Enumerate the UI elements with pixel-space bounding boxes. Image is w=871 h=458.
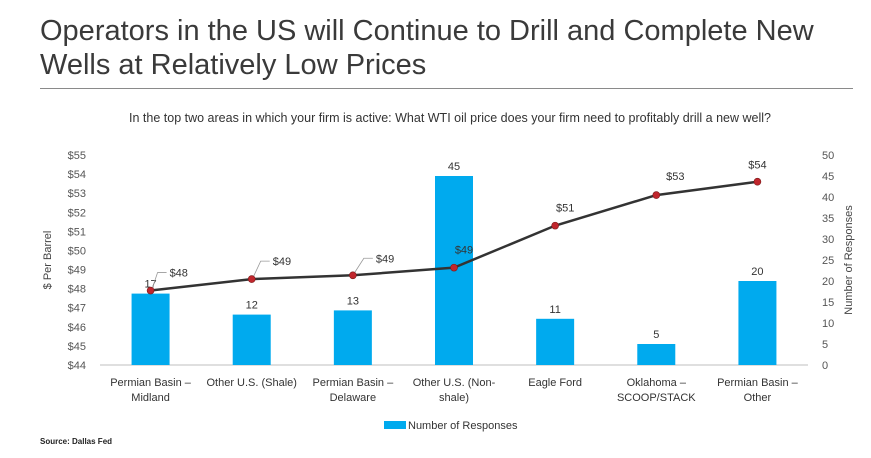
bar (232, 314, 271, 365)
category-label: Oklahoma – (627, 377, 687, 389)
category-label: Permian Basin – (312, 377, 394, 389)
right-axis-title: Number of Responses (843, 205, 855, 315)
bar-value-label: 45 (448, 161, 460, 173)
bar (536, 318, 575, 365)
left-axis-tick-label: $46 (68, 322, 86, 334)
left-axis-tick-label: $45 (68, 341, 86, 353)
label-leader-line (253, 260, 270, 277)
left-axis-tick-label: $52 (68, 207, 86, 219)
category-label: SCOOP/STACK (617, 392, 696, 404)
left-axis-tick-label: $54 (68, 169, 86, 181)
price-marker (450, 263, 458, 272)
price-marker (551, 221, 559, 230)
bar-value-label: 5 (653, 329, 659, 341)
price-marker (652, 191, 661, 199)
source-note: Source: Dallas Fed (40, 437, 113, 446)
price-label: $49 (376, 253, 394, 265)
bar (131, 293, 170, 365)
bar-value-label: 11 (549, 304, 560, 316)
label-leader-line (354, 257, 373, 273)
bar (637, 344, 676, 365)
bar (738, 281, 777, 365)
left-axis-tick-label: $51 (68, 226, 86, 238)
legend-swatch (384, 421, 406, 429)
price-label: $51 (556, 203, 574, 215)
category-label: Eagle Ford (528, 377, 582, 389)
left-axis-tick-label: $44 (68, 360, 86, 372)
right-axis-tick-label: 15 (822, 297, 834, 309)
price-marker (247, 275, 256, 283)
category-label: shale) (439, 392, 469, 404)
category-label: Midland (131, 392, 170, 404)
price-label: $49 (455, 245, 473, 257)
left-axis-tick-label: $50 (68, 245, 86, 257)
legend-label: Number of Responses (408, 420, 518, 432)
left-axis-title: $ Per Barrel (42, 231, 54, 290)
right-axis-tick-label: 30 (822, 234, 834, 246)
price-label: $54 (748, 160, 766, 172)
bar-value-label: 20 (751, 266, 763, 278)
price-marker (753, 177, 762, 186)
category-label: Other (744, 392, 772, 404)
right-axis-tick-label: 50 (822, 150, 834, 162)
price-label: $53 (666, 171, 684, 183)
bar (333, 310, 372, 365)
right-axis-tick-label: 25 (822, 255, 834, 267)
price-marker (349, 271, 357, 280)
right-axis-tick-label: 20 (822, 276, 834, 288)
left-axis-tick-label: $47 (68, 303, 86, 315)
category-label: Delaware (330, 392, 376, 404)
chart-title: In the top two areas in which your firm … (129, 111, 771, 125)
bar-value-label: 17 (144, 279, 156, 291)
right-axis-tick-label: 0 (822, 360, 828, 372)
right-axis-tick-label: 10 (822, 318, 834, 330)
page-title: Operators in the US will Continue to Dri… (40, 15, 814, 81)
right-axis-tick-label: 35 (822, 213, 834, 225)
label-leader-line (152, 272, 167, 288)
category-label: Permian Basin – (717, 377, 799, 389)
bar-value-label: 13 (347, 295, 359, 307)
right-axis-tick-label: 45 (822, 171, 834, 183)
price-marker (146, 286, 155, 295)
left-axis-tick-label: $53 (68, 188, 86, 200)
title-divider (40, 88, 853, 89)
bar-value-label: 12 (246, 300, 258, 312)
right-axis-tick-label: 40 (822, 192, 834, 204)
category-label: Other U.S. (Shale) (206, 377, 296, 389)
left-axis-tick-label: $55 (68, 150, 86, 162)
right-axis-tick-label: 5 (822, 339, 828, 351)
left-axis-tick-label: $48 (68, 284, 86, 296)
price-label: $48 (170, 268, 188, 280)
price-label: $49 (273, 256, 291, 268)
category-label: Other U.S. (Non- (413, 377, 496, 389)
category-label: Permian Basin – (110, 377, 192, 389)
left-axis-tick-label: $49 (68, 265, 86, 277)
